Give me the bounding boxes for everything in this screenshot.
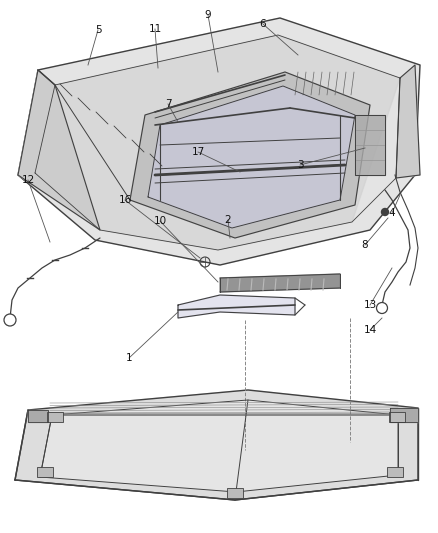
Text: 9: 9 — [205, 10, 211, 20]
Polygon shape — [15, 390, 418, 500]
Text: 17: 17 — [191, 147, 205, 157]
Polygon shape — [396, 65, 420, 178]
Text: 10: 10 — [153, 216, 166, 226]
Bar — [37, 467, 53, 477]
Polygon shape — [18, 18, 420, 265]
Ellipse shape — [381, 208, 389, 215]
Text: 5: 5 — [95, 25, 101, 35]
Polygon shape — [40, 400, 398, 492]
Ellipse shape — [377, 303, 388, 313]
Polygon shape — [55, 35, 400, 250]
Text: 2: 2 — [225, 215, 231, 225]
Text: 13: 13 — [364, 300, 377, 310]
Polygon shape — [355, 115, 385, 175]
Text: 8: 8 — [362, 240, 368, 250]
Polygon shape — [148, 86, 355, 228]
Polygon shape — [390, 408, 418, 422]
Bar — [227, 488, 243, 498]
Text: 7: 7 — [165, 99, 171, 109]
Text: 16: 16 — [118, 195, 132, 205]
Text: 11: 11 — [148, 24, 162, 34]
Text: 14: 14 — [364, 325, 377, 335]
Bar — [47, 412, 63, 422]
Text: 1: 1 — [126, 353, 132, 363]
Text: 12: 12 — [21, 175, 35, 185]
Text: 6: 6 — [260, 19, 266, 29]
Text: 3: 3 — [297, 160, 303, 170]
Ellipse shape — [4, 314, 16, 326]
Text: 4: 4 — [389, 208, 396, 218]
Bar — [387, 467, 403, 477]
Bar — [389, 412, 405, 422]
Polygon shape — [18, 70, 100, 230]
Polygon shape — [220, 274, 340, 292]
Polygon shape — [178, 295, 295, 318]
Polygon shape — [130, 72, 370, 238]
Polygon shape — [28, 410, 48, 422]
